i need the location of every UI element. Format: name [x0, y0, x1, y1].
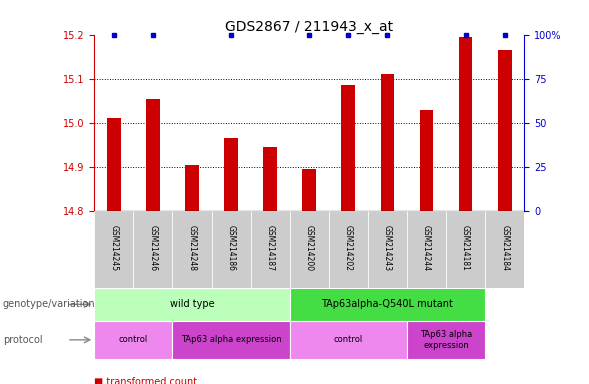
Text: wild type: wild type	[170, 299, 214, 310]
Text: GSM214186: GSM214186	[227, 225, 236, 271]
Text: GSM214248: GSM214248	[187, 225, 197, 271]
Bar	[446, 211, 485, 288]
Text: GSM214187: GSM214187	[266, 225, 274, 271]
Text: ■ transformed count: ■ transformed count	[94, 377, 197, 384]
Text: GSM214244: GSM214244	[422, 225, 431, 271]
Text: GSM214181: GSM214181	[461, 225, 470, 271]
Bar	[342, 85, 355, 211]
Text: GSM214184: GSM214184	[500, 225, 509, 271]
Bar	[290, 211, 329, 288]
Bar	[173, 211, 211, 288]
Text: GSM214243: GSM214243	[383, 225, 392, 271]
Bar	[173, 321, 290, 359]
Bar	[290, 321, 407, 359]
Text: genotype/variation: genotype/variation	[3, 299, 95, 310]
Text: TAp63 alpha
expression: TAp63 alpha expression	[420, 330, 472, 349]
Text: TAp63alpha-Q540L mutant: TAp63alpha-Q540L mutant	[322, 299, 454, 310]
Text: GSM214200: GSM214200	[305, 225, 314, 271]
Text: GSM214202: GSM214202	[344, 225, 353, 271]
Text: protocol: protocol	[3, 335, 42, 345]
Bar	[94, 288, 290, 321]
Bar	[407, 321, 485, 359]
Bar	[290, 288, 485, 321]
Bar	[380, 74, 394, 211]
Bar	[250, 211, 290, 288]
Bar	[485, 211, 524, 288]
Text: control: control	[119, 335, 148, 344]
Bar	[329, 211, 368, 288]
Bar	[224, 138, 238, 211]
Text: control: control	[334, 335, 363, 344]
Bar	[107, 118, 121, 211]
Bar	[94, 321, 173, 359]
Bar	[498, 50, 511, 211]
Title: GDS2867 / 211943_x_at: GDS2867 / 211943_x_at	[225, 20, 393, 33]
Text: GSM214245: GSM214245	[110, 225, 118, 271]
Bar	[368, 211, 407, 288]
Bar	[263, 147, 277, 211]
Bar	[407, 211, 446, 288]
Bar	[211, 211, 250, 288]
Bar	[459, 37, 472, 211]
Bar	[185, 165, 199, 211]
Text: TAp63 alpha expression: TAp63 alpha expression	[181, 335, 282, 344]
Bar	[133, 211, 173, 288]
Bar	[302, 169, 316, 211]
Bar	[146, 99, 160, 211]
Text: GSM214246: GSM214246	[148, 225, 157, 271]
Bar	[419, 110, 434, 211]
Bar	[94, 211, 133, 288]
